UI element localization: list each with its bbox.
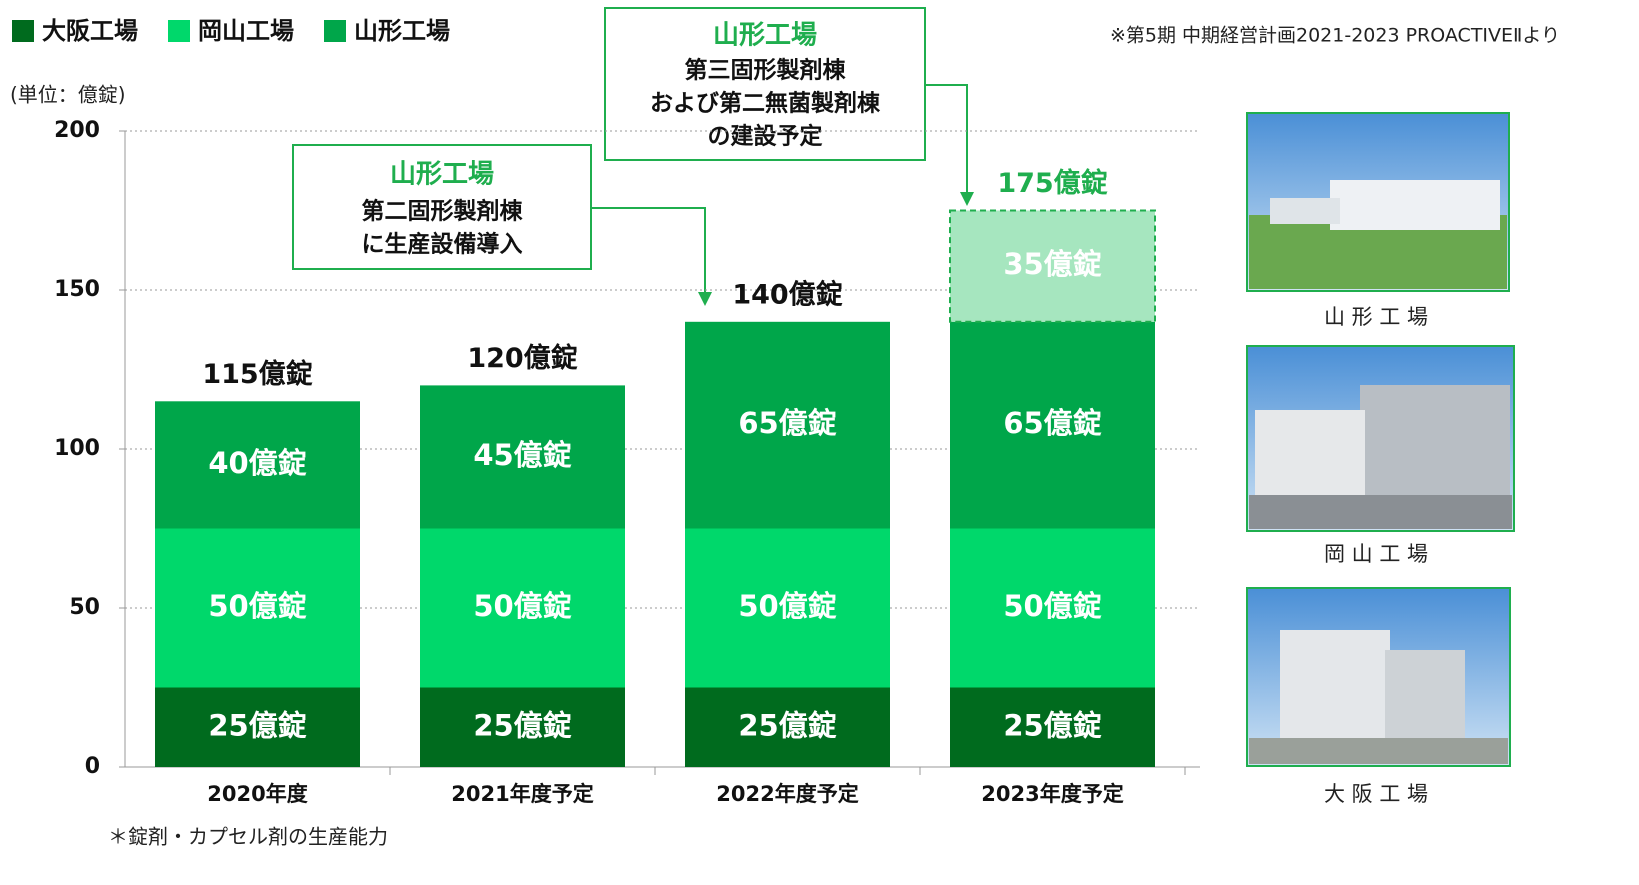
legend-label: 山形工場 (354, 17, 450, 45)
x-tick-label: 2021年度予定 (451, 782, 593, 806)
total-label: 175億錠 (997, 167, 1107, 199)
y-tick-label: 100 (54, 436, 100, 461)
photo-caption: 山 形 工 場 (1324, 305, 1428, 329)
x-tick-label: 2023年度予定 (981, 782, 1123, 806)
y-tick-label: 50 (69, 595, 100, 620)
legend-label: 岡山工場 (198, 17, 294, 45)
callout: 山形工場 第二固形製剤棟 に生産設備導入 (293, 145, 712, 306)
value-label: 50億錠 (208, 589, 306, 623)
value-label: 50億錠 (738, 589, 836, 623)
unit-label: (単位：億錠) (10, 83, 126, 107)
footnote: ＊錠剤・カプセル剤の生産能力 (108, 825, 388, 849)
page: {"chart_data": {"type": "stacked-bar", "… (0, 0, 1639, 885)
legend-swatch (12, 20, 34, 42)
value-label: 25億錠 (473, 708, 571, 742)
callout-line: 第二固形製剤棟 (362, 198, 524, 225)
y-tick-label: 0 (85, 754, 100, 779)
arrow-head (960, 192, 974, 206)
value-label: 50億錠 (473, 589, 571, 623)
photo-caption: 岡 山 工 場 (1324, 542, 1428, 566)
y-tick-label: 150 (54, 277, 100, 302)
arrow-head (698, 292, 712, 306)
value-label: 50億錠 (1003, 589, 1101, 623)
photo-caption: 大 阪 工 場 (1324, 782, 1428, 806)
y-tick-label: 200 (54, 118, 100, 143)
value-label: 45億錠 (473, 438, 571, 472)
total-label: 120億錠 (467, 342, 577, 374)
value-label: 25億錠 (738, 708, 836, 742)
value-label: 40億錠 (208, 446, 306, 480)
photo (1247, 588, 1510, 766)
callout-line: に生産設備導入 (362, 231, 523, 258)
total-label: 140億錠 (732, 278, 842, 310)
legend-label: 大阪工場 (42, 17, 138, 45)
value-label: 25億錠 (1003, 708, 1101, 742)
value-label: 65億錠 (1003, 406, 1101, 440)
value-label: 65億錠 (738, 406, 836, 440)
chart: (単位：億錠) ※第5期 中期経営計画2021-2023 PROACTIVEⅡよ… (0, 0, 1639, 885)
legend-swatch (324, 20, 346, 42)
callout-title: 山形工場 (390, 160, 494, 190)
total-label: 115億錠 (202, 358, 312, 390)
callout-title: 山形工場 (713, 21, 817, 51)
x-tick-label: 2022年度予定 (716, 782, 858, 806)
legend-swatch (168, 20, 190, 42)
callout-line: の建設予定 (708, 123, 823, 150)
callout: 山形工場 第三固形製剤棟 および第二無菌製剤棟 の建設予定 (605, 8, 974, 206)
value-label: 35億錠 (1003, 247, 1101, 281)
callout-arrow (925, 85, 967, 195)
value-label: 25億錠 (208, 708, 306, 742)
x-tick-label: 2020年度 (207, 782, 307, 806)
callout-arrow (591, 208, 705, 295)
callout-line: 第三固形製剤棟 (685, 57, 847, 84)
callout-line: および第二無菌製剤棟 (650, 90, 881, 117)
photo (1247, 346, 1514, 531)
source-note: ※第5期 中期経営計画2021-2023 PROACTIVEⅡより (1110, 25, 1560, 47)
photo (1247, 113, 1509, 291)
